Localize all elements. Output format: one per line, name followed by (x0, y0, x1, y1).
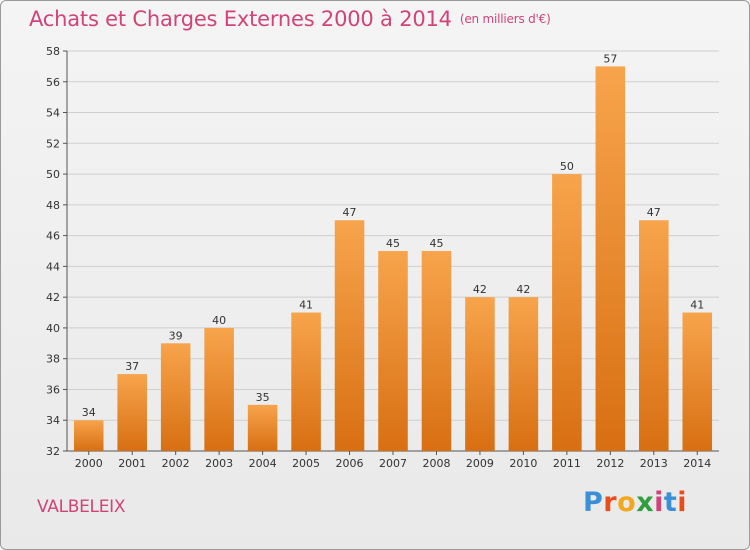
logo-letter: i (654, 487, 664, 518)
bar (73, 420, 104, 451)
bar (421, 251, 452, 451)
x-tick-label: 2010 (509, 457, 537, 470)
commune-name: VALBELEIX (37, 497, 126, 517)
chart-title-text: Achats et Charges Externes 2000 à 2014 (29, 7, 452, 31)
bar (378, 251, 408, 451)
y-tick-label: 44 (46, 260, 60, 273)
proxiti-logo: Proxiti (583, 487, 687, 518)
x-tick-label: 2000 (75, 457, 103, 470)
data-label: 41 (299, 299, 313, 312)
data-label: 42 (516, 283, 530, 296)
bar (117, 374, 147, 451)
bar (639, 220, 669, 451)
x-tick-label: 2003 (205, 457, 233, 470)
x-tick-label: 2013 (640, 457, 668, 470)
y-tick-label: 52 (46, 137, 60, 150)
bar (552, 174, 582, 452)
data-label: 39 (169, 329, 183, 342)
x-tick-label: 2001 (118, 457, 146, 470)
y-tick-label: 54 (46, 107, 60, 120)
data-label: 45 (386, 237, 400, 250)
logo-letter: r (603, 487, 618, 518)
bars (73, 66, 713, 452)
chart-title: Achats et Charges Externes 2000 à 2014 (e… (29, 7, 551, 31)
axes: 32 34 36 38 40 42 44 46 48 50 52 54 56 58 2000 2001 2002… (46, 45, 719, 470)
y-tick-label: 46 (46, 230, 60, 243)
y-tick-label: 40 (46, 322, 60, 335)
x-tick-label: 2012 (596, 457, 624, 470)
data-label: 42 (473, 283, 487, 296)
x-tick-label: 2005 (292, 457, 320, 470)
bar (465, 297, 495, 451)
bar (595, 66, 626, 451)
data-label: 47 (343, 206, 357, 219)
bar (204, 327, 234, 451)
data-labels: 34 37 39 40 35 41 47 45 45 42 42 50 57 47 41 (82, 52, 705, 419)
logo-letter: x (636, 487, 655, 518)
x-tick-label: 2002 (162, 457, 190, 470)
x-tick-label: 2007 (379, 457, 407, 470)
y-tick-label: 34 (46, 414, 60, 427)
data-label: 34 (82, 406, 96, 419)
chart-unit: (en milliers d'€) (459, 12, 551, 26)
x-tick-label: 2006 (336, 457, 364, 470)
logo-letter: t (663, 487, 678, 518)
bar (682, 312, 713, 451)
y-tick-label: 58 (46, 45, 60, 58)
bar (291, 312, 321, 451)
x-tick-label: 2011 (553, 457, 581, 470)
bar (247, 404, 278, 451)
y-tick-label: 32 (46, 445, 60, 458)
y-tick-label: 48 (46, 199, 60, 212)
data-label: 37 (125, 360, 139, 373)
bar (508, 297, 539, 451)
data-label: 40 (212, 314, 226, 327)
data-label: 47 (647, 206, 661, 219)
data-label: 35 (256, 391, 270, 404)
y-tick-label: 38 (46, 353, 60, 366)
x-tick-label: 2004 (249, 457, 277, 470)
logo-letter: o (617, 487, 637, 518)
bar (160, 343, 191, 451)
x-tick-label: 2009 (466, 457, 494, 470)
data-label: 50 (560, 160, 574, 173)
x-tick-label: 2014 (683, 457, 711, 470)
y-tick-label: 56 (46, 76, 60, 89)
data-label: 41 (690, 299, 704, 312)
x-tick-label: 2008 (422, 457, 450, 470)
logo-letter: P (583, 487, 604, 518)
y-tick-label: 42 (46, 291, 60, 304)
data-label: 57 (603, 52, 617, 65)
logo-letter: i (677, 487, 688, 518)
bar (334, 220, 365, 451)
data-label: 45 (429, 237, 443, 250)
y-tick-label: 50 (46, 168, 60, 181)
y-tick-label: 36 (46, 383, 60, 396)
